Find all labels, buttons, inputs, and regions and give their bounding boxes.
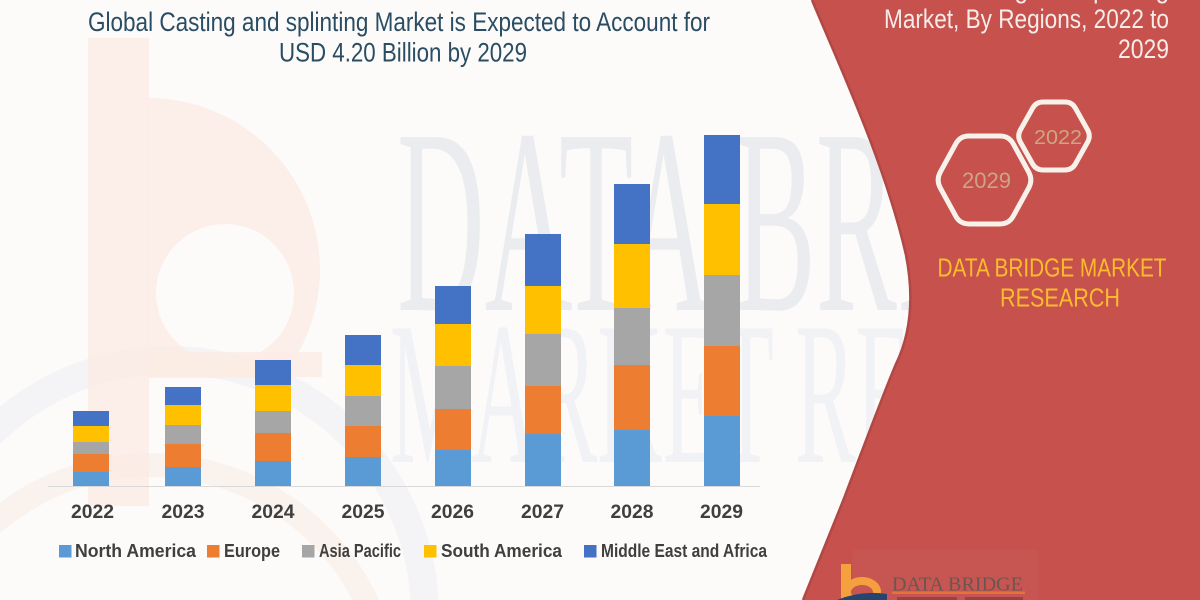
svg-text:2022: 2022 xyxy=(71,501,114,523)
svg-text:DATA BRIDGE: DATA BRIDGE xyxy=(892,574,1023,596)
svg-text:2029: 2029 xyxy=(1118,34,1169,64)
svg-text:2023: 2023 xyxy=(162,501,205,523)
svg-text:Middle East and Africa: Middle East and Africa xyxy=(601,541,768,561)
svg-text:RESEARCH: RESEARCH xyxy=(1000,283,1120,313)
svg-text:2029: 2029 xyxy=(700,501,743,523)
svg-text:2024: 2024 xyxy=(252,501,295,523)
svg-text:USD 4.20 Billion by 2029: USD 4.20 Billion by 2029 xyxy=(279,38,527,68)
svg-text:2025: 2025 xyxy=(342,501,385,523)
svg-text:2022: 2022 xyxy=(1034,126,1082,149)
svg-text:2027: 2027 xyxy=(521,501,564,523)
svg-text:2028: 2028 xyxy=(611,501,654,523)
svg-text:Market, By Regions, 2022 to: Market, By Regions, 2022 to xyxy=(884,4,1169,34)
svg-text:Global Casting and splinting M: Global Casting and splinting Market is E… xyxy=(88,7,710,37)
svg-text:Global Casting and splinting: Global Casting and splinting xyxy=(871,0,1169,4)
svg-text:DATA BRIDGE MARKET: DATA BRIDGE MARKET xyxy=(938,253,1167,283)
svg-text:Europe: Europe xyxy=(224,541,280,561)
svg-text:South America: South America xyxy=(441,541,563,561)
svg-text:North America: North America xyxy=(75,541,197,561)
svg-text:Asia Pacific: Asia Pacific xyxy=(319,541,401,561)
svg-text:2026: 2026 xyxy=(431,501,474,523)
svg-text:2029: 2029 xyxy=(962,168,1011,193)
